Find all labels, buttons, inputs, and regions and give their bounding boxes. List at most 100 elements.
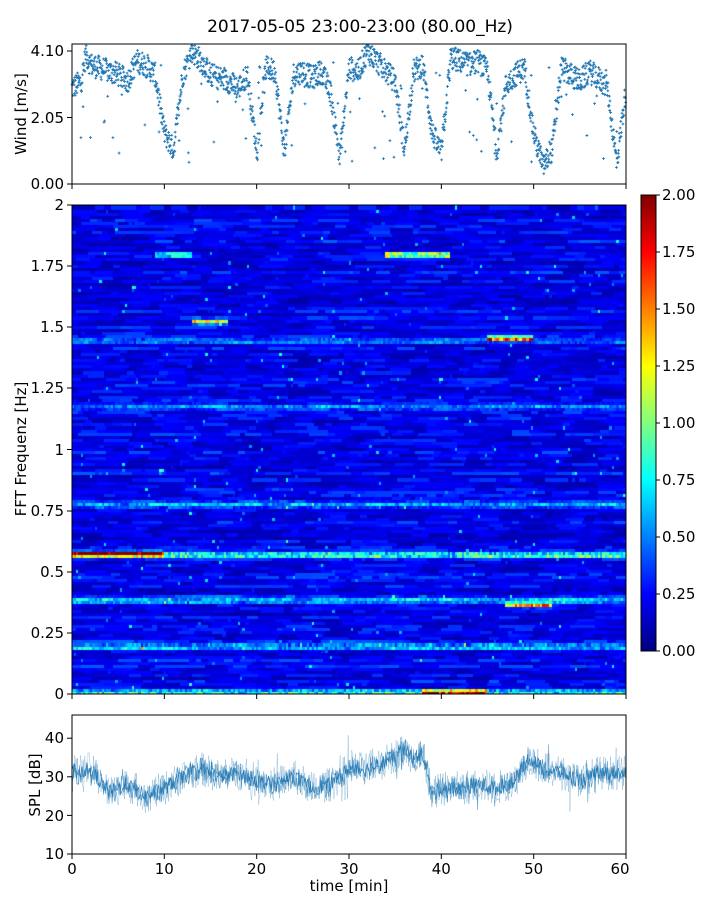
wind-data-point xyxy=(197,65,200,68)
wind-data-point xyxy=(141,67,145,71)
spl-ytick-label: 20 xyxy=(45,807,64,825)
wind-data-point xyxy=(410,93,414,97)
spectrogram-ytick-label: 1 xyxy=(54,441,64,459)
wind-data-point xyxy=(432,141,436,145)
wind-data-point xyxy=(230,86,234,89)
wind-data-point xyxy=(325,71,329,75)
wind-data-point xyxy=(433,137,437,141)
wind-data-point xyxy=(512,74,516,77)
wind-data-point xyxy=(285,142,288,146)
wind-data-point xyxy=(273,66,276,70)
wind-data-point xyxy=(93,65,97,69)
wind-data-point xyxy=(392,80,396,84)
wind-data-point xyxy=(613,141,617,145)
wind-data-point xyxy=(350,56,353,59)
wind-data-point xyxy=(92,63,96,67)
wind-data-point xyxy=(458,48,462,52)
wind-data-point xyxy=(126,74,130,78)
wind-data-point xyxy=(541,157,545,161)
spl-panel: 10 20 30 40 0 10 20 30 40 50 60 SPL [dB]… xyxy=(26,714,630,895)
wind-data-point xyxy=(310,77,314,81)
wind-data-point xyxy=(436,136,440,139)
wind-data-point xyxy=(295,70,299,74)
wind-data-point xyxy=(361,67,365,71)
wind-data-point xyxy=(263,73,267,77)
wind-data-point xyxy=(87,65,91,69)
wind-data-point xyxy=(163,139,167,143)
wind-data-point xyxy=(398,128,402,132)
wind-data-point xyxy=(557,95,561,99)
wind-data-point xyxy=(241,108,245,112)
wind-data-point xyxy=(430,129,434,132)
wind-data-point xyxy=(354,65,358,69)
wind-data-point xyxy=(367,54,371,58)
wind-data-point xyxy=(264,58,268,61)
wind-data-point xyxy=(547,66,551,70)
wind-data-point xyxy=(541,163,544,167)
wind-data-point xyxy=(97,54,101,58)
wind-data-point xyxy=(409,86,413,90)
wind-data-point xyxy=(141,66,144,70)
wind-data-point xyxy=(578,76,581,79)
wind-data-point xyxy=(316,61,320,64)
wind-data-point xyxy=(116,78,120,82)
colorbar-ticks: 0.00 0.25 0.50 0.75 1.00 1.25 1.50 1.75 … xyxy=(656,186,695,660)
wind-data-point xyxy=(520,74,524,78)
wind-data-point xyxy=(403,145,407,148)
wind-data-point xyxy=(294,82,297,86)
wind-data-point xyxy=(484,56,488,60)
wind-data-point xyxy=(275,85,279,88)
wind-data-point xyxy=(316,75,320,79)
spl-series-trace xyxy=(72,739,626,810)
wind-data-point xyxy=(574,69,577,72)
wind-data-point xyxy=(540,165,544,168)
wind-data-point xyxy=(427,111,431,114)
wind-data-point xyxy=(182,82,186,86)
wind-data-point xyxy=(196,60,200,64)
wind-data-point xyxy=(128,78,132,82)
wind-ytick-label: 2.05 xyxy=(31,109,64,127)
wind-data-point xyxy=(531,114,534,117)
wind-data-point xyxy=(447,68,450,72)
wind-data-point xyxy=(104,69,108,73)
wind-data-point xyxy=(547,157,551,161)
wind-data-point xyxy=(326,74,330,78)
wind-data-point xyxy=(167,131,171,134)
spectrogram-ytick-label: 1.75 xyxy=(31,257,64,275)
wind-data-point xyxy=(110,71,114,75)
wind-data-point xyxy=(382,57,386,61)
wind-data-point xyxy=(104,57,108,60)
wind-data-point xyxy=(616,160,620,164)
wind-data-point xyxy=(329,84,333,88)
wind-data-point xyxy=(134,52,138,56)
wind-data-point xyxy=(170,137,173,141)
wind-data-point xyxy=(618,139,621,143)
wind-data-point xyxy=(604,68,608,72)
wind-data-point xyxy=(321,68,325,72)
wind-data-point xyxy=(114,78,118,82)
wind-data-point xyxy=(249,112,253,116)
wind-data-point xyxy=(434,128,438,132)
wind-data-point xyxy=(230,82,234,86)
wind-data-point xyxy=(355,61,359,65)
wind-data-point xyxy=(324,85,328,89)
wind-data-point xyxy=(357,70,361,73)
wind-data-point xyxy=(73,78,77,82)
wind-data-point xyxy=(582,73,586,77)
wind-data-point xyxy=(516,60,520,64)
wind-data-point xyxy=(619,131,623,134)
wind-data-point xyxy=(498,127,502,131)
wind-data-point xyxy=(502,95,506,98)
wind-data-point xyxy=(219,66,223,70)
wind-data-point xyxy=(332,111,336,114)
wind-data-point xyxy=(186,57,189,61)
wind-data-point xyxy=(162,125,166,129)
spectrogram-ytick-label: 0.5 xyxy=(40,563,64,581)
wind-data-point xyxy=(184,65,188,68)
wind-data-point xyxy=(617,131,621,135)
wind-data-point xyxy=(174,122,178,126)
spl-xtick-label: 20 xyxy=(247,860,266,878)
wind-data-point xyxy=(538,146,542,150)
wind-data-point xyxy=(368,60,372,64)
wind-data-point xyxy=(95,60,99,64)
